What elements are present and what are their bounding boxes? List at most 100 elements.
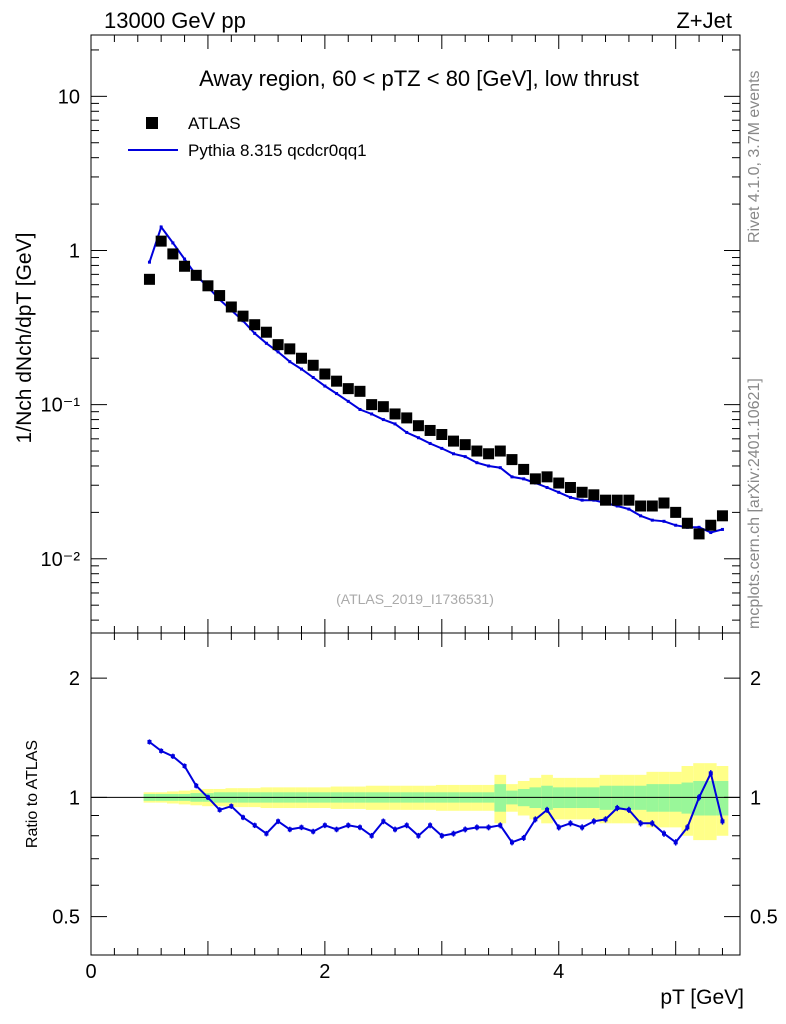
mc-point bbox=[323, 384, 327, 388]
mc-point bbox=[440, 446, 444, 450]
inner-band-segment bbox=[681, 782, 694, 814]
data-point bbox=[529, 473, 541, 485]
mc-point bbox=[475, 461, 479, 465]
ratio-panel-frame bbox=[90, 632, 741, 956]
ratio-point bbox=[673, 840, 678, 845]
main-y-tick-label: 10⁻¹ bbox=[41, 395, 81, 417]
data-point bbox=[366, 399, 378, 411]
mc-point bbox=[358, 407, 362, 411]
inner-band-segment bbox=[704, 780, 717, 816]
data-point bbox=[693, 528, 705, 540]
ratio-y-axis-title: Ratio to ATLAS bbox=[24, 740, 41, 848]
mc-point bbox=[311, 375, 315, 379]
ratio-point bbox=[685, 825, 690, 830]
ratio-point bbox=[697, 795, 702, 800]
ratio-point bbox=[650, 821, 655, 826]
data-point bbox=[716, 510, 728, 522]
inner-band-segment bbox=[716, 780, 729, 816]
data-point bbox=[436, 429, 448, 441]
ratio-point bbox=[404, 823, 409, 828]
data-point bbox=[588, 489, 600, 501]
ratio-point bbox=[638, 821, 643, 826]
data-point bbox=[658, 497, 670, 509]
ratio-point bbox=[661, 831, 666, 836]
data-point bbox=[611, 494, 623, 506]
ratio-point bbox=[229, 804, 234, 809]
ratio-point bbox=[369, 833, 374, 838]
main-y-tick-label: 10⁻² bbox=[41, 549, 81, 571]
mcplots-label: mcplots.cern.ch [arXiv:2401.10621] bbox=[746, 378, 763, 629]
data-point bbox=[295, 352, 307, 364]
data-point bbox=[471, 445, 483, 457]
ratio-point bbox=[416, 833, 421, 838]
ratio-point bbox=[287, 827, 292, 832]
data-point bbox=[623, 494, 635, 506]
data-point bbox=[214, 290, 226, 302]
ratio-point bbox=[311, 829, 316, 834]
data-point bbox=[483, 448, 495, 460]
inner-band-segment bbox=[646, 784, 659, 812]
ratio-y-tick-label-left: 0.5 bbox=[52, 907, 80, 929]
mc-point bbox=[452, 452, 456, 456]
data-point bbox=[143, 273, 155, 285]
ratio-point bbox=[241, 815, 246, 820]
ratio-point bbox=[568, 821, 573, 826]
ratio-point bbox=[463, 827, 468, 832]
data-point bbox=[518, 463, 530, 475]
legend-data-label: ATLAS bbox=[188, 114, 241, 133]
data-point bbox=[494, 445, 506, 457]
data-point bbox=[249, 319, 261, 331]
mc-point bbox=[557, 490, 561, 494]
mc-point bbox=[346, 399, 350, 403]
ratio-point bbox=[299, 825, 304, 830]
ratio-point bbox=[182, 764, 187, 769]
ratio-point bbox=[205, 795, 210, 800]
ratio-point bbox=[346, 823, 351, 828]
ratio-point bbox=[357, 825, 362, 830]
ratio-point bbox=[486, 825, 491, 830]
mc-point bbox=[662, 519, 666, 523]
main-y-tick-label: 10 bbox=[58, 86, 80, 108]
data-point bbox=[202, 280, 214, 292]
mc-point bbox=[580, 498, 584, 502]
mc-curve-layer bbox=[147, 224, 724, 535]
data-point bbox=[319, 368, 331, 380]
mc-point bbox=[522, 477, 526, 481]
ratio-point bbox=[498, 823, 503, 828]
energy-label: 13000 GeV pp bbox=[104, 8, 246, 33]
mc-point bbox=[299, 367, 303, 371]
data-point bbox=[448, 435, 460, 447]
mc-point bbox=[720, 527, 724, 531]
data-points-layer bbox=[143, 235, 728, 540]
inner-band-segment bbox=[658, 784, 670, 812]
main-y-tick-label: 1 bbox=[69, 240, 80, 262]
mc-point bbox=[650, 518, 654, 522]
mc-point bbox=[370, 412, 374, 416]
mc-point bbox=[487, 464, 491, 468]
ratio-point bbox=[720, 819, 725, 824]
data-point bbox=[331, 375, 343, 387]
data-point bbox=[635, 500, 647, 512]
ratio-curve-layer bbox=[147, 739, 725, 846]
plot-title: Away region, 60 < pTZ < 80 [GeV], low th… bbox=[199, 66, 639, 91]
data-point bbox=[260, 326, 272, 338]
ratio-point bbox=[603, 817, 608, 822]
mc-point bbox=[615, 504, 619, 508]
legend-data-marker bbox=[146, 117, 158, 129]
data-point bbox=[459, 439, 471, 451]
mc-point bbox=[416, 436, 420, 440]
mc-point bbox=[627, 507, 631, 511]
data-point bbox=[576, 486, 588, 498]
ratio-point bbox=[276, 819, 281, 824]
main-y-axis-title: 1/Nch dNch/dpT [GeV] bbox=[13, 233, 36, 444]
mc-point bbox=[159, 225, 163, 229]
data-point bbox=[424, 424, 436, 436]
ratio-point bbox=[591, 819, 596, 824]
ratio-y-tick-label-right: 0.5 bbox=[750, 907, 778, 929]
rivet-version-label: Rivet 4.1.0, 3.7M events bbox=[746, 70, 763, 243]
ratio-point bbox=[533, 817, 538, 822]
ratio-point bbox=[474, 825, 479, 830]
ratio-point bbox=[509, 840, 514, 845]
ratio-point bbox=[521, 835, 526, 840]
